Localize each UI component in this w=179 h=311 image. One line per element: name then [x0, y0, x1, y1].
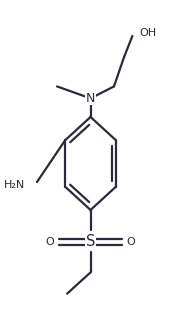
Text: OH: OH — [139, 28, 156, 38]
Text: O: O — [46, 237, 55, 247]
Text: O: O — [127, 237, 135, 247]
Text: S: S — [86, 234, 95, 249]
Text: H₂N: H₂N — [4, 180, 25, 190]
Text: N: N — [86, 92, 95, 105]
